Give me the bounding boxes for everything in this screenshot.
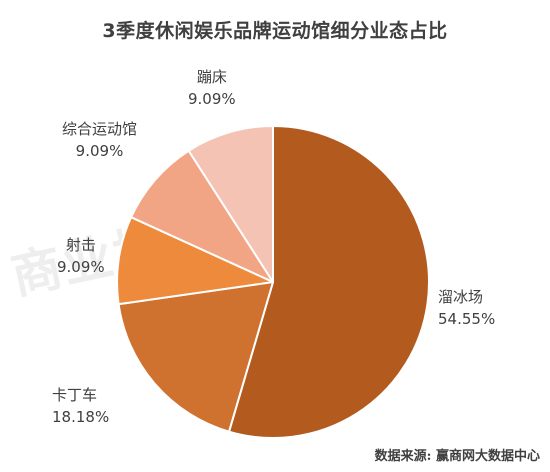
slice-label-name: 射击: [65, 236, 96, 254]
slice-label-name: 蹦床: [196, 68, 227, 86]
pie-slice-skating-rink: [228, 125, 430, 439]
slice-label-name: 卡丁车: [52, 386, 98, 404]
pie-slice-trampoline: [187, 125, 274, 283]
slice-label-name: 综合运动馆: [62, 120, 138, 138]
slice-label-name: 溜冰场: [438, 288, 484, 306]
chart-title: 3季度休闲娱乐品牌运动馆细分业态占比: [102, 20, 448, 42]
slice-label-kart: 卡丁车 18.18%: [52, 384, 109, 428]
slice-label-skating-rink: 溜冰场 54.55%: [438, 286, 495, 330]
pie-slice-shooting: [116, 216, 274, 306]
slice-label-value: 18.18%: [52, 408, 110, 426]
slice-label-sports-center: 综合运动馆 9.09%: [62, 118, 137, 162]
pie-slice-kart: [117, 281, 274, 433]
slice-label-value: 9.09%: [75, 142, 124, 160]
pie-slice-sports-center: [130, 149, 274, 283]
slice-label-shooting: 射击 9.09%: [57, 234, 105, 278]
slice-label-value: 9.09%: [57, 258, 105, 276]
slice-label-trampoline: 蹦床 9.09%: [188, 66, 236, 110]
slice-label-value: 9.09%: [188, 90, 236, 108]
slice-label-value: 54.55%: [438, 310, 496, 328]
data-source: 数据来源: 赢商网大数据中心: [374, 449, 540, 464]
